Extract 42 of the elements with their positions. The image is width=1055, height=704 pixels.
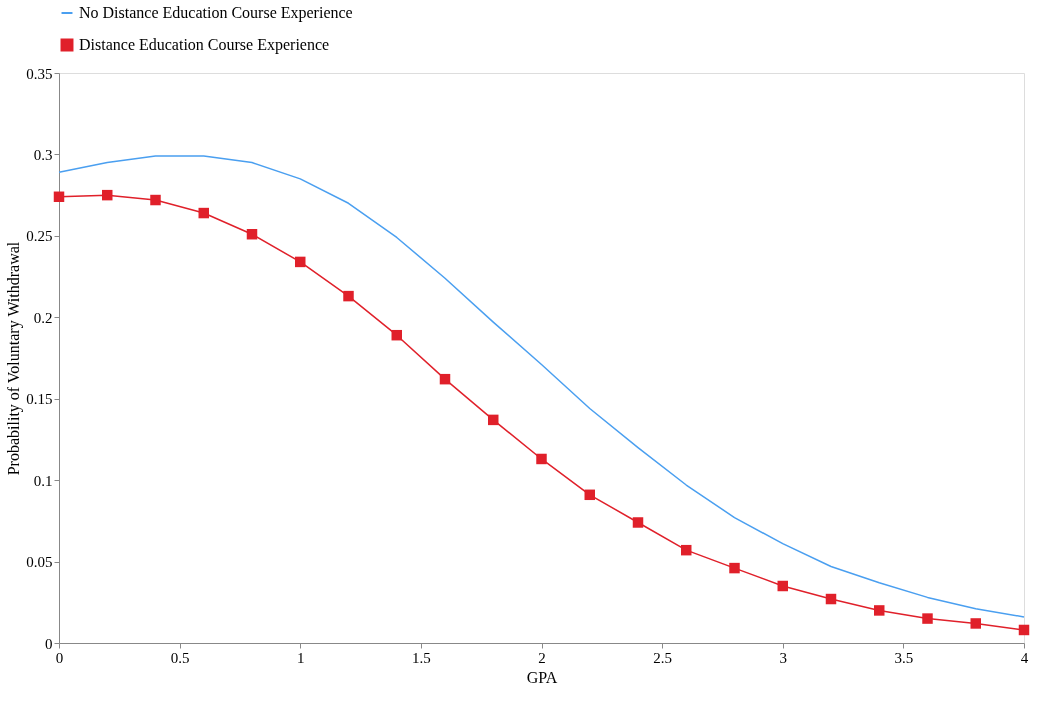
point <box>246 228 258 240</box>
legend-label: Distance Education Course Experience <box>79 36 330 54</box>
x-tick-label: 1 <box>297 649 305 666</box>
y-tick-label: 0.1 <box>33 472 53 489</box>
y-axis-title: Probability of Voluntary Withdrawal <box>5 241 24 476</box>
x-tick-label: 4 <box>1020 649 1029 666</box>
y-tick-label: 0.05 <box>26 554 53 571</box>
y-tick-label: 0.15 <box>26 391 53 408</box>
x-tick-label: 0.5 <box>170 649 190 666</box>
y-tick-label: 0.2 <box>33 309 53 326</box>
point <box>584 489 595 501</box>
point <box>53 191 65 203</box>
x-tick-label: 3.5 <box>894 649 914 666</box>
point <box>150 194 161 206</box>
x-axis-title: GPA <box>526 668 558 686</box>
x-tick-label: 2.5 <box>653 649 672 666</box>
point <box>874 605 885 616</box>
point <box>729 562 740 574</box>
point <box>922 613 933 624</box>
point <box>777 580 788 592</box>
point <box>536 453 547 465</box>
point <box>391 329 402 341</box>
x-tick-label: 3 <box>779 649 787 666</box>
point <box>681 544 692 556</box>
x-tick-label: 2 <box>538 649 546 666</box>
point <box>102 189 113 201</box>
y-tick-label: 0.25 <box>26 228 53 245</box>
y-tick-label: 0 <box>45 635 53 652</box>
point <box>198 207 209 219</box>
point <box>825 593 837 605</box>
legend-label: No Distance Education Course Experience <box>79 4 353 22</box>
y-tick-label: 0.3 <box>33 146 53 163</box>
point <box>1018 624 1030 636</box>
point <box>295 256 306 268</box>
x-tick-label: 0 <box>55 649 64 666</box>
x-tick-label: 1.5 <box>412 649 431 666</box>
point <box>632 517 644 528</box>
point <box>343 290 354 302</box>
point <box>970 618 981 629</box>
y-tick-label: 0.35 <box>26 65 53 82</box>
point <box>439 373 451 385</box>
point <box>488 414 499 426</box>
